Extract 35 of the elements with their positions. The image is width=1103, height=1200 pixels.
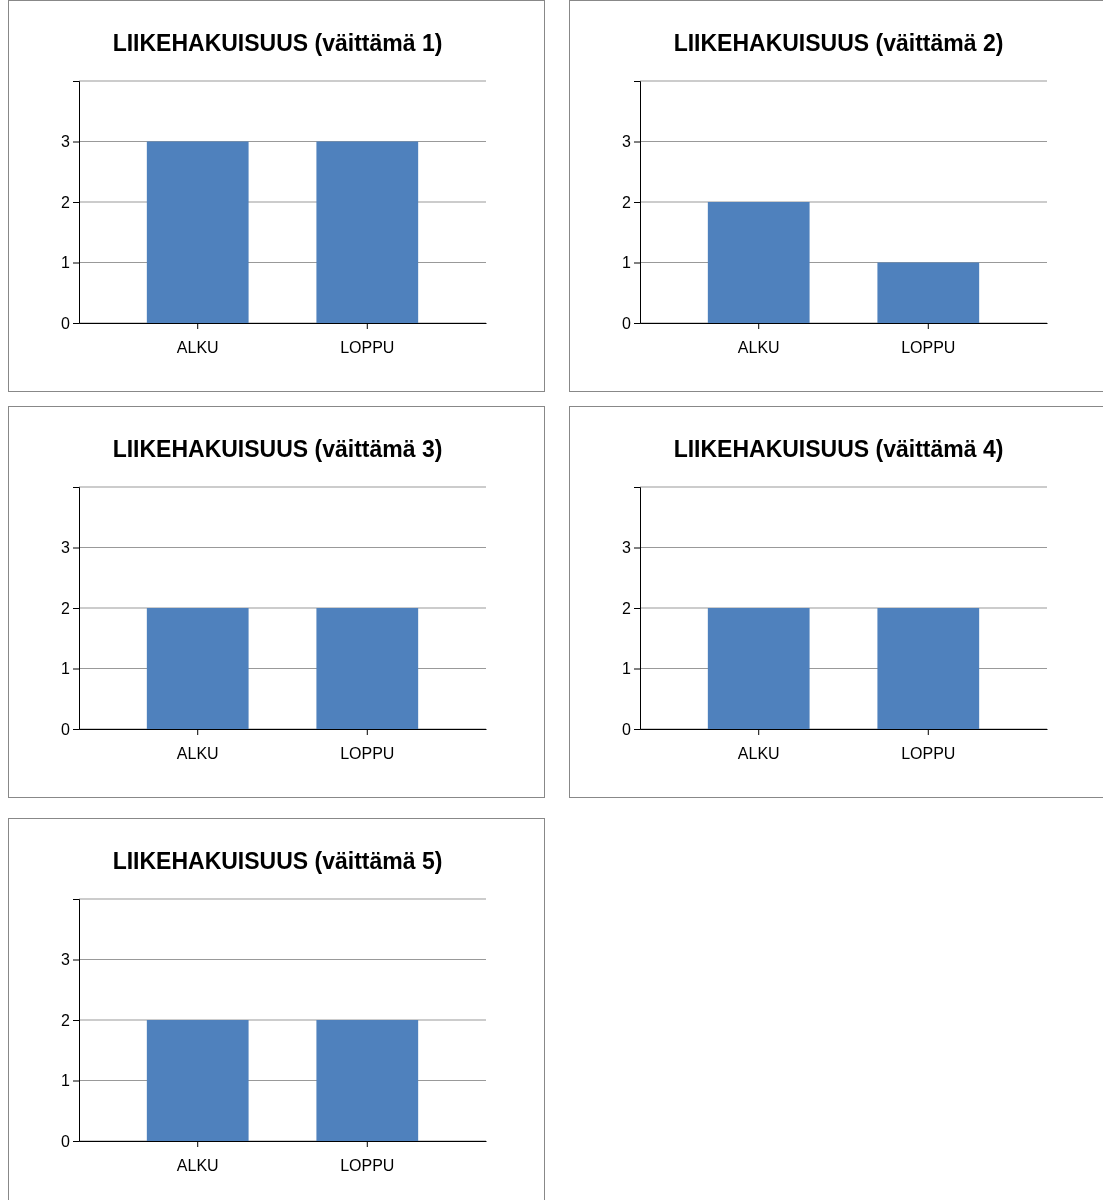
x-tick-label: LOPPU (340, 338, 395, 356)
y-tick-label: 0 (61, 1132, 71, 1150)
y-tick-label: 1 (622, 660, 632, 678)
x-tick-label: LOPPU (340, 1156, 395, 1174)
y-tick-label: 1 (61, 1072, 71, 1090)
x-tick-label: LOPPU (901, 744, 956, 762)
y-tick-label: 3 (61, 539, 71, 557)
y-tick-label: 3 (622, 133, 632, 151)
y-tick-label: 1 (61, 254, 71, 272)
y-tick-label: 1 (622, 254, 632, 272)
x-tick-label: LOPPU (340, 744, 395, 762)
y-tick-label: 3 (622, 539, 632, 557)
y-tick-label: 3 (61, 133, 71, 151)
y-tick-label: 2 (622, 193, 632, 211)
x-tick-label: LOPPU (901, 338, 956, 356)
chart-title: LIIKEHAKUISUUS (väittämä 2) (673, 30, 1004, 56)
y-tick-label: 0 (622, 720, 632, 738)
x-tick-label: ALKU (737, 744, 780, 762)
y-tick-label: 3 (61, 951, 71, 969)
y-tick-label: 2 (61, 599, 71, 617)
y-tick-label: 0 (622, 314, 632, 332)
chart-title: LIIKEHAKUISUUS (väittämä 1) (112, 30, 443, 56)
y-tick-label: 2 (622, 599, 632, 617)
chart-title: LIIKEHAKUISUUS (väittämä 4) (673, 436, 1004, 462)
y-tick-label: 1 (61, 660, 71, 678)
x-tick-label: ALKU (737, 338, 780, 356)
x-tick-label: ALKU (176, 744, 219, 762)
x-tick-label: ALKU (176, 338, 219, 356)
x-tick-label: ALKU (176, 1156, 219, 1174)
chart-title: LIIKEHAKUISUUS (väittämä 5) (112, 848, 443, 874)
chart-title: LIIKEHAKUISUUS (väittämä 3) (112, 436, 443, 462)
y-tick-label: 0 (61, 720, 71, 738)
y-tick-label: 2 (61, 193, 71, 211)
y-tick-label: 2 (61, 1011, 71, 1029)
y-tick-label: 0 (61, 314, 71, 332)
